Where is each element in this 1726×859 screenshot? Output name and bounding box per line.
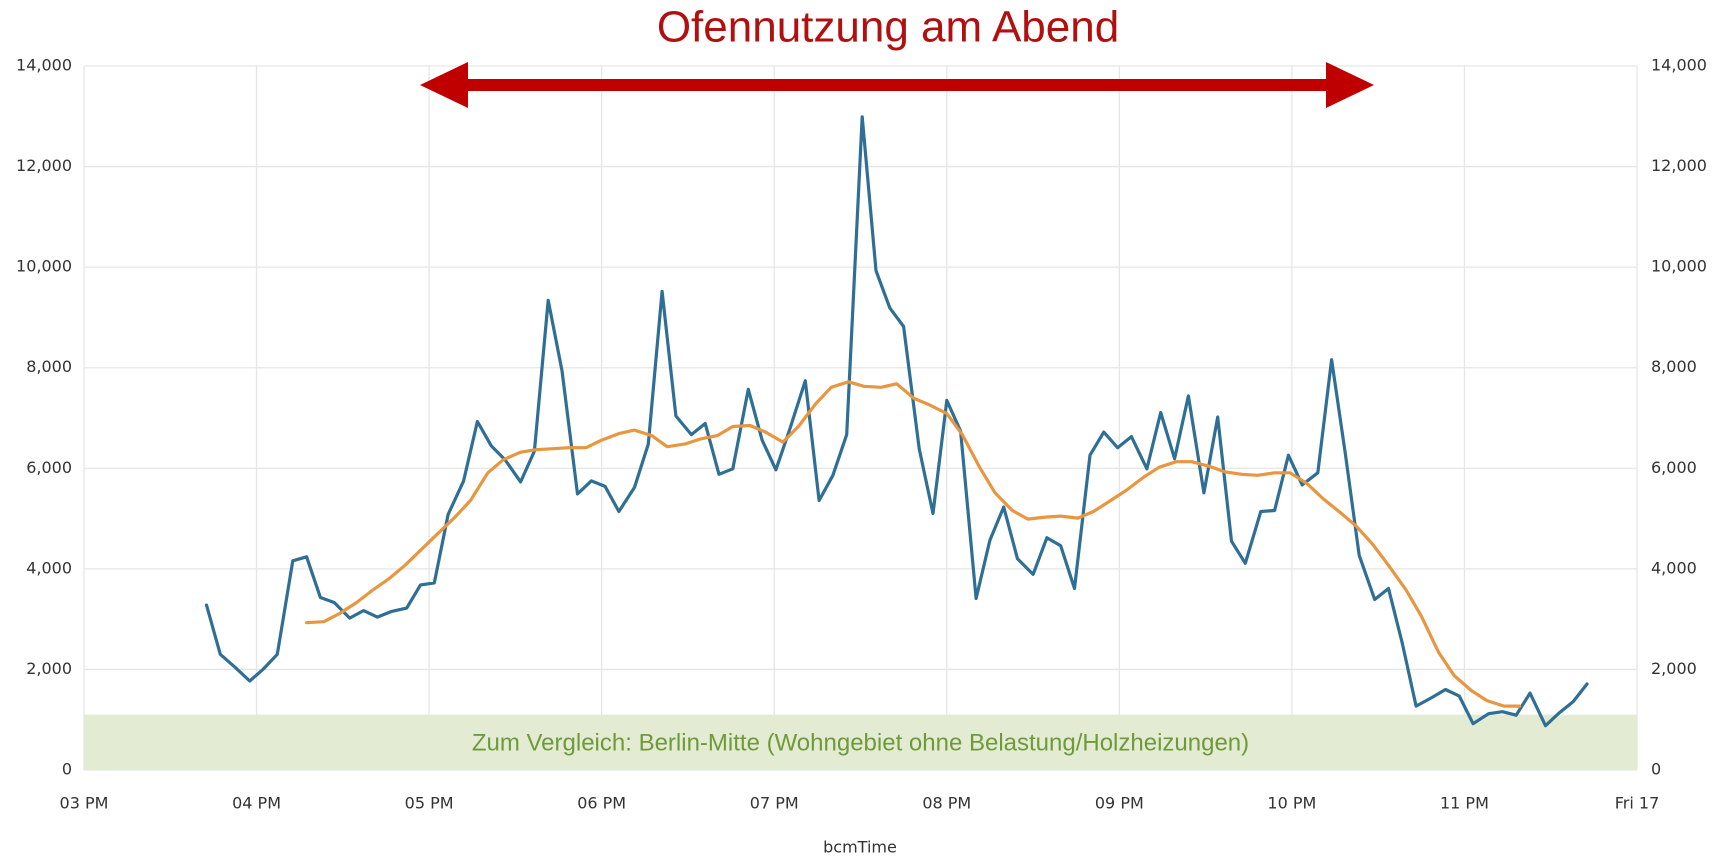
- x-axis-label: bcmTime: [823, 838, 897, 857]
- arrow-head-left: [420, 62, 468, 108]
- x-tick-label: 05 PM: [405, 794, 454, 813]
- y-tick-label: 14,000: [16, 56, 72, 75]
- y-tick-label: 10,000: [16, 257, 72, 276]
- range-arrow: [420, 62, 1374, 108]
- reference-band-label: Zum Vergleich: Berlin-Mitte (Wohngebiet …: [472, 730, 1249, 757]
- y2-tick-label: 0: [1651, 760, 1661, 779]
- x-tick-label: 06 PM: [577, 794, 626, 813]
- y2-tick-label: 2,000: [1651, 659, 1697, 678]
- reference-band: [84, 714, 1637, 770]
- y2-tick-label: 4,000: [1651, 558, 1697, 577]
- series-line: [204, 115, 1589, 728]
- x-tick-label: Fri 17: [1615, 794, 1660, 813]
- x-tick-label: 04 PM: [232, 794, 281, 813]
- series-line: [305, 380, 1522, 708]
- y2-tick-label: 8,000: [1651, 357, 1697, 376]
- y2-tick-label: 10,000: [1651, 257, 1707, 276]
- y-tick-label: 0: [62, 760, 72, 779]
- x-tick-label: 07 PM: [750, 794, 799, 813]
- y-tick-label: 4,000: [26, 558, 72, 577]
- x-tick-label: 08 PM: [922, 794, 971, 813]
- chart-title: Ofennutzung am Abend: [657, 3, 1119, 52]
- x-tick-label: 10 PM: [1267, 794, 1316, 813]
- arrow-head-right: [1326, 62, 1374, 108]
- y-tick-label: 8,000: [26, 357, 72, 376]
- y2-tick-label: 6,000: [1651, 458, 1697, 477]
- arrow-shaft: [462, 79, 1330, 91]
- x-tick-label: 11 PM: [1440, 794, 1489, 813]
- y-tick-label: 2,000: [26, 659, 72, 678]
- y2-tick-label: 14,000: [1651, 56, 1707, 75]
- x-tick-label: 03 PM: [60, 794, 109, 813]
- y-tick-label: 6,000: [26, 458, 72, 477]
- y2-tick-label: 12,000: [1651, 156, 1707, 175]
- y-tick-label: 12,000: [16, 156, 72, 175]
- x-tick-label: 09 PM: [1095, 794, 1144, 813]
